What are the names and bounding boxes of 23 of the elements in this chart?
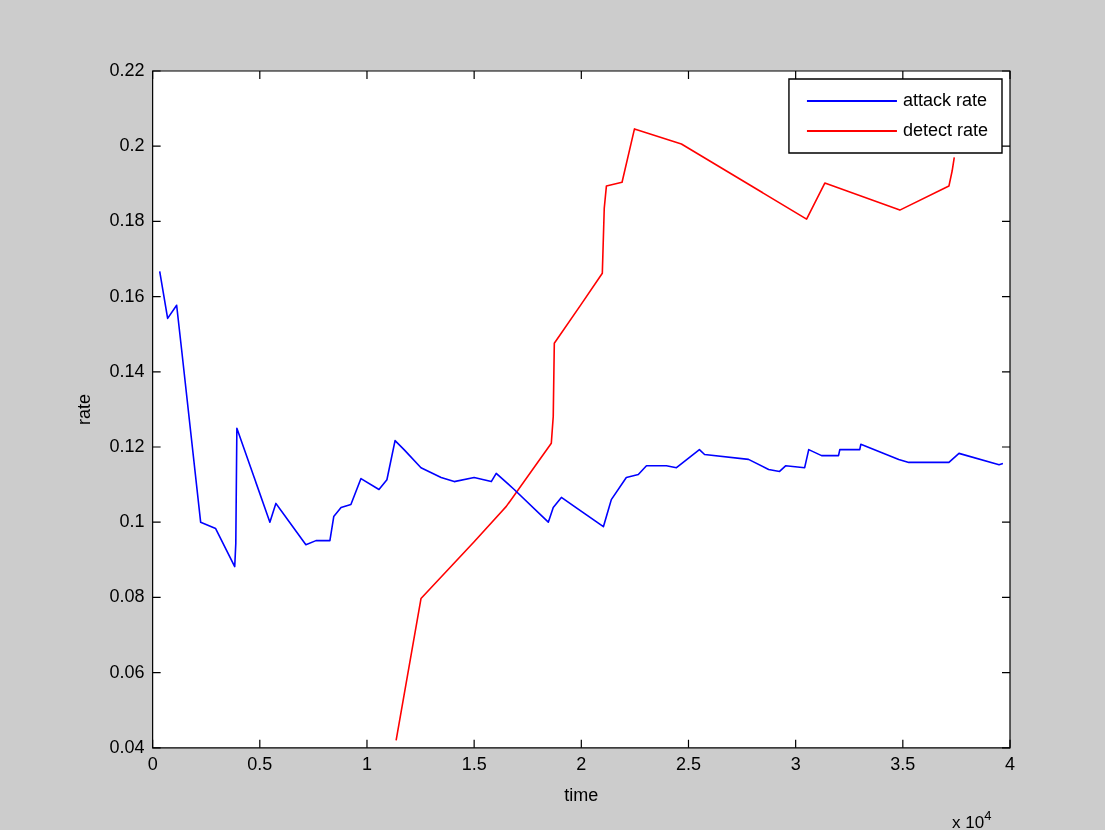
- x-tick-label: 3: [790, 753, 801, 774]
- y-tick-label: 0.22: [109, 59, 145, 80]
- y-tick-label: 0.2: [119, 135, 145, 156]
- x-tick-label: 0: [147, 753, 158, 774]
- y-tick-label: 0.1: [119, 511, 145, 532]
- x-tick-label: 1: [361, 753, 372, 774]
- x-tick-label: 2.5: [675, 753, 701, 774]
- y-tick-label: 0.14: [109, 360, 145, 381]
- x-tick-label: 0.5: [247, 753, 273, 774]
- y-tick-label: 0.12: [109, 435, 145, 456]
- y-tick-label: 0.08: [109, 586, 145, 607]
- y-tick-label: 0.18: [109, 210, 145, 231]
- legend-label: detect rate: [902, 119, 989, 140]
- x-tick-label: 1.5: [461, 753, 487, 774]
- y-tick-label: 0.04: [109, 736, 145, 757]
- y-axis-title: rate: [73, 393, 94, 425]
- x-tick-label: 2: [576, 753, 587, 774]
- y-tick-label: 0.06: [109, 661, 145, 682]
- x-axis-title: time: [564, 785, 599, 806]
- y-tick-label: 0.16: [109, 285, 145, 306]
- x-tick-label: 3.5: [890, 753, 916, 774]
- legend-label: attack rate: [902, 89, 987, 110]
- x-tick-label: 4: [1004, 753, 1016, 774]
